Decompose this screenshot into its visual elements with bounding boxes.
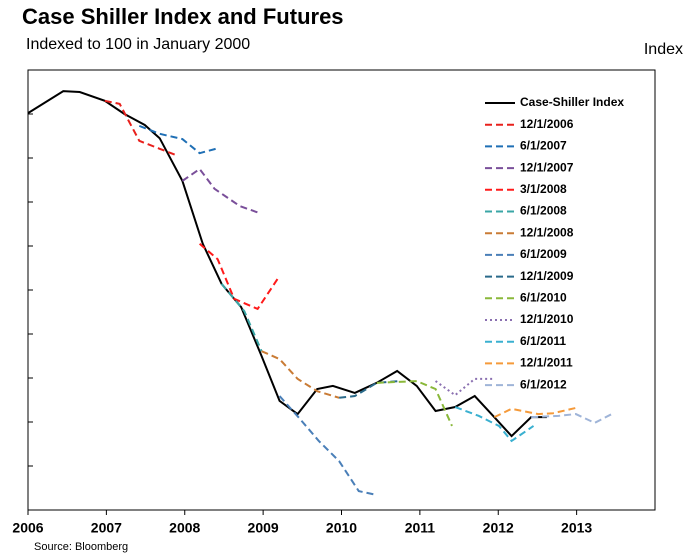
- x-tick-label: 2009: [248, 520, 279, 536]
- series-line: [261, 350, 340, 399]
- source: Source: Bloomberg: [34, 541, 128, 553]
- legend-label: 6/1/2010: [520, 290, 567, 304]
- series-line: [278, 395, 377, 497]
- legend-label: 6/1/2012: [520, 377, 567, 391]
- series-line: [493, 406, 577, 419]
- series-line: [27, 90, 547, 438]
- legend-label: 6/1/2009: [520, 247, 567, 261]
- series-line: [181, 167, 260, 214]
- x-tick-label: 2012: [483, 520, 514, 536]
- x-tick-label: 2006: [12, 520, 43, 536]
- y-axis-label: Index: [644, 41, 683, 58]
- legend-label: 6/1/2011: [520, 334, 566, 348]
- x-tick-label: 2007: [91, 520, 122, 536]
- x-tick-label: 2011: [405, 520, 436, 536]
- x-tick-label: 2008: [169, 520, 200, 536]
- series-line: [138, 124, 220, 155]
- series-line: [376, 380, 453, 427]
- series-line: [454, 406, 535, 443]
- x-tick-label: 2013: [561, 520, 592, 536]
- legend-label: Case-Shiller Index: [520, 95, 624, 109]
- legend-label: 12/1/2006: [520, 117, 574, 131]
- series-line: [531, 412, 614, 424]
- series-line: [220, 283, 263, 352]
- legend-label: 12/1/2009: [520, 269, 574, 283]
- legend-label: 12/1/2007: [520, 160, 574, 174]
- x-tick-label: 2010: [326, 520, 357, 536]
- legend-label: 6/1/2007: [520, 139, 567, 153]
- series-line: [198, 243, 281, 311]
- legend-label: 12/1/2010: [520, 312, 574, 326]
- legend-label: 6/1/2008: [520, 204, 567, 218]
- chart-subtitle: Indexed to 100 in January 2000: [26, 36, 250, 53]
- chart-title: Case Shiller Index and Futures: [22, 4, 344, 29]
- legend-label: 3/1/2008: [520, 182, 567, 196]
- legend-label: 12/1/2011: [520, 356, 573, 370]
- series-line: [339, 380, 399, 399]
- legend-label: 12/1/2008: [520, 225, 574, 239]
- series-line: [434, 377, 495, 397]
- series-line: [104, 99, 179, 157]
